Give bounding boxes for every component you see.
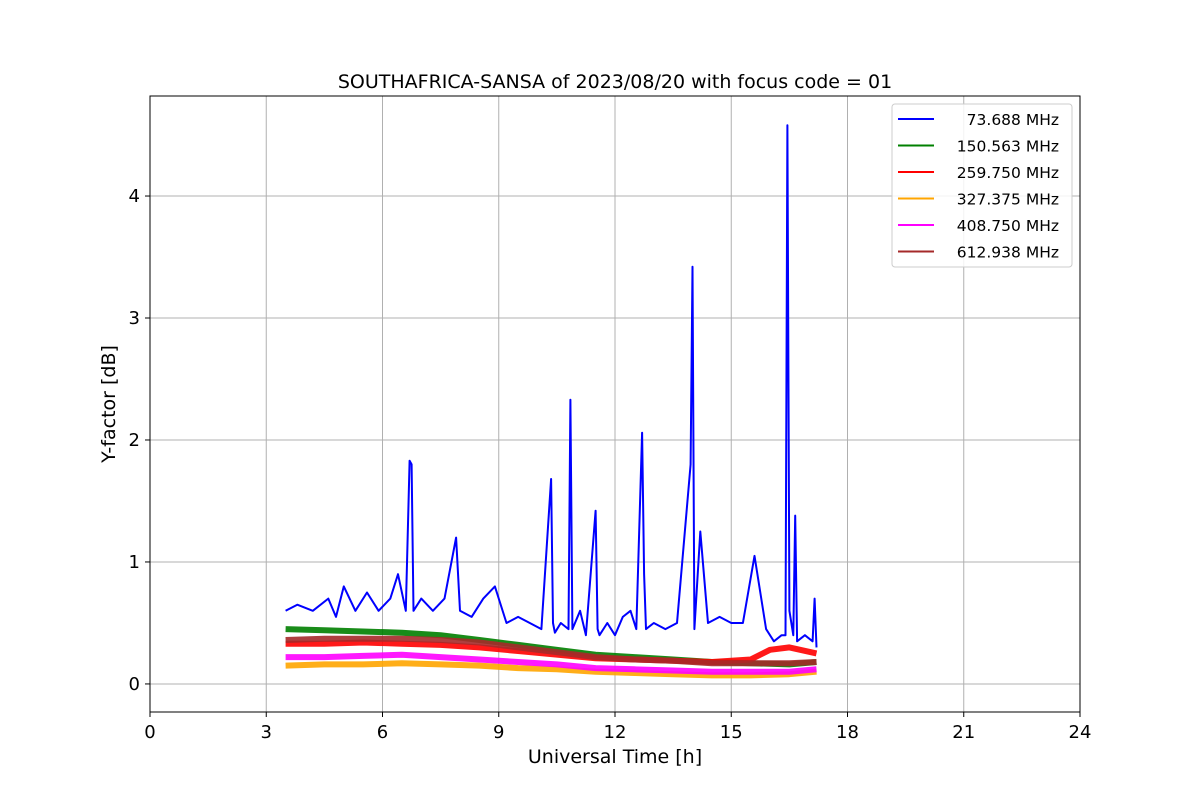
y-tick-label: 1	[129, 552, 140, 573]
x-tick-label: 0	[144, 722, 155, 743]
y-tick-label: 0	[129, 674, 140, 695]
x-tick-label: 18	[836, 722, 859, 743]
legend-label: 259.750 MHz	[957, 164, 1059, 182]
x-tick-label: 12	[604, 722, 627, 743]
legend-label: 408.750 MHz	[957, 217, 1059, 235]
legend-label: 612.938 MHz	[957, 244, 1059, 262]
legend-label: 73.688 MHz	[967, 111, 1059, 129]
y-tick-label: 2	[129, 430, 140, 451]
x-tick-label: 3	[261, 722, 272, 743]
series-line	[285, 660, 817, 679]
legend-label: 327.375 MHz	[957, 191, 1059, 209]
legend-box	[891, 103, 1073, 268]
y-tick-label: 3	[129, 308, 140, 329]
series-layer	[285, 124, 818, 679]
chart-title: SOUTHAFRICA-SANSA of 2023/08/20 with foc…	[338, 71, 892, 93]
y-tick-label: 4	[129, 186, 140, 207]
x-tick-label: 6	[377, 722, 388, 743]
series-line	[285, 124, 818, 648]
x-tick-label: 21	[952, 722, 975, 743]
series-line	[285, 635, 817, 667]
y-axis-label: Y-factor [dB]	[98, 345, 120, 464]
x-tick-label: 9	[493, 722, 504, 743]
series-line	[285, 651, 817, 675]
x-axis-label: Universal Time [h]	[528, 746, 702, 768]
x-tick-label: 15	[720, 722, 743, 743]
x-tick-label: 24	[1069, 722, 1092, 743]
legend-label: 150.563 MHz	[957, 138, 1059, 156]
legend: 73.688 MHz 150.563 MHz 259.750 MHz 327.375 …	[891, 103, 1073, 268]
